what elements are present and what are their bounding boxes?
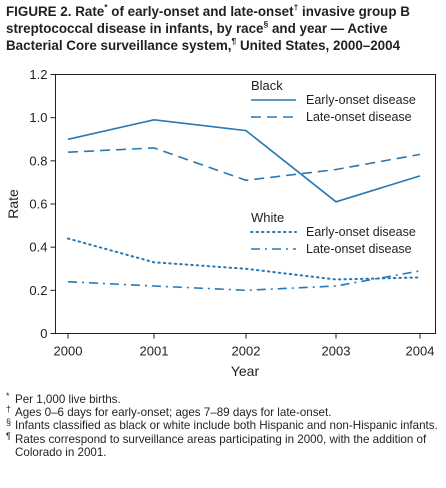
title-footnote-mark: ¶ — [231, 35, 237, 46]
title-footnote-mark: † — [293, 1, 299, 12]
series-line-white-late-onset — [67, 270, 421, 292]
legend-group-title: White — [251, 210, 284, 225]
series-line-black-early-onset — [67, 118, 421, 203]
footnote-text: Rates correspond to surveillance areas p… — [15, 432, 427, 459]
footnote-text: Ages 0–6 days for early-onset; ages 7–89… — [15, 406, 332, 420]
title-footnote-mark: § — [263, 18, 269, 29]
y-tick-label: 0 — [40, 326, 47, 341]
legend-group-title: Black — [251, 78, 283, 93]
y-axis-label: Rate — [5, 189, 21, 219]
footnote: § Infants classified as black or white in… — [6, 417, 440, 433]
legend-entry-label: Early-onset disease — [306, 93, 416, 107]
title-text: FIGURE 2. Rate — [6, 4, 105, 19]
legend-entry-label: Late-onset disease — [306, 242, 412, 256]
title-text: invasive group B streptococcal disease i… — [6, 4, 410, 36]
x-tick-label: 2000 — [54, 344, 83, 359]
title-text: of early-onset and late-onset — [107, 4, 294, 19]
footnote: * Per 1,000 live births. — [6, 391, 440, 406]
title-text: and year — Active Bacterial Core surveil… — [6, 21, 388, 53]
x-tick-label: 2001 — [140, 344, 169, 359]
y-tick-label: 1.2 — [29, 67, 47, 82]
line-chart: 0 0.2 0.4 0.6 0.8 1.0 1.2 2000 2001 2002 2003 2004… — [5, 67, 436, 379]
legend-entry-label: Late-onset disease — [306, 110, 412, 124]
x-tick-label: 2004 — [406, 344, 435, 359]
footnote-text: Infants classified as black or white inc… — [15, 419, 438, 433]
title-footnote-mark: * — [104, 1, 108, 12]
series-line-black-late-onset — [67, 147, 421, 182]
series-line-white-early-onset — [67, 237, 421, 281]
x-tick-label: 2002 — [232, 344, 261, 359]
footnote: † Ages 0–6 days for early-onset; ages 7–8… — [6, 404, 440, 420]
x-tick-label: 2003 — [322, 344, 351, 359]
footnote-mark: ¶ — [6, 430, 11, 441]
legend-entry-label: Early-onset disease — [306, 225, 416, 239]
footnotes: * Per 1,000 live births. † Ages 0–6 days fo… — [6, 391, 440, 459]
y-tick-label: 1.0 — [29, 110, 47, 125]
footnote-mark: § — [6, 417, 12, 428]
footnote-mark: † — [6, 404, 12, 415]
y-tick-label: 0.8 — [29, 153, 47, 168]
footnote-mark: * — [6, 391, 10, 401]
footnote-text: Per 1,000 live births. — [15, 393, 121, 406]
figure-title: FIGURE 2. Rate* of early-onset and late-… — [6, 1, 442, 54]
y-tick-label: 0.2 — [29, 283, 47, 298]
y-tick-label: 0.4 — [29, 240, 47, 255]
y-tick-label: 0.6 — [29, 197, 47, 212]
footnote: ¶ Rates correspond to surveillance areas … — [6, 430, 440, 459]
title-text: United States, 2000–2004 — [236, 38, 401, 53]
x-axis-label: Year — [231, 363, 260, 379]
